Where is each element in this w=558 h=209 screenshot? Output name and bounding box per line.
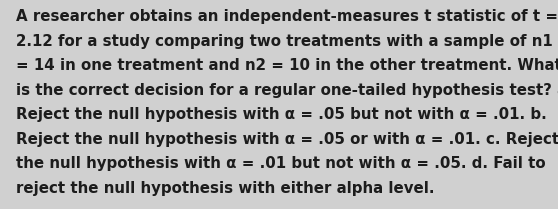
Text: Reject the null hypothesis with α = .05 but not with α = .01. b.: Reject the null hypothesis with α = .05 … [16, 107, 546, 122]
Text: reject the null hypothesis with either alpha level.: reject the null hypothesis with either a… [16, 181, 434, 196]
Text: = 14 in one treatment and n2 = 10 in the other treatment. What: = 14 in one treatment and n2 = 10 in the… [16, 58, 558, 73]
Text: Reject the null hypothesis with α = .05 or with α = .01. c. Reject: Reject the null hypothesis with α = .05 … [16, 132, 558, 147]
Text: is the correct decision for a regular one-tailed hypothesis test? a.: is the correct decision for a regular on… [16, 83, 558, 98]
Text: 2.12 for a study comparing two treatments with a sample of n1: 2.12 for a study comparing two treatment… [16, 34, 552, 49]
Text: A researcher obtains an independent-measures t statistic of t =: A researcher obtains an independent-meas… [16, 9, 557, 24]
Text: the null hypothesis with α = .01 but not with α = .05. d. Fail to: the null hypothesis with α = .01 but not… [16, 156, 545, 171]
